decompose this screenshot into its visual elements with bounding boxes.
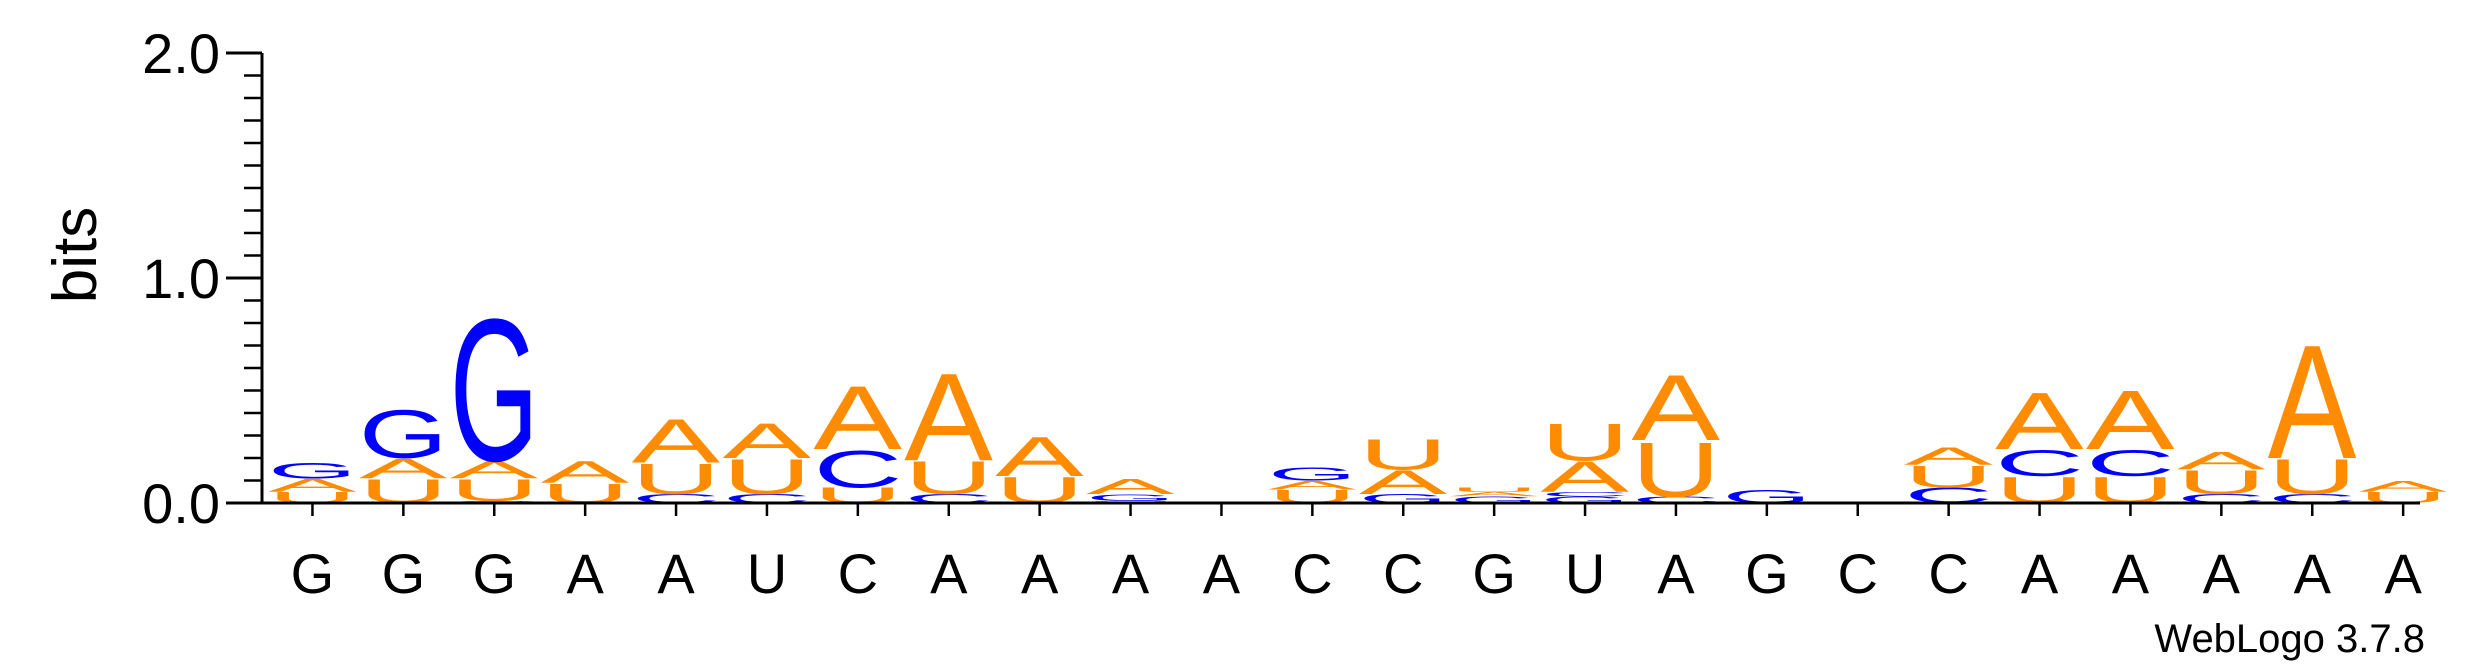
stack-position: CUA xyxy=(632,407,722,506)
sequence-label: U xyxy=(1565,542,1605,605)
logo-letter-u: U xyxy=(1904,459,1993,494)
logo-letter-a: A xyxy=(359,453,448,484)
logo-letter-u: U xyxy=(904,452,993,504)
sequence-label: G xyxy=(1472,542,1516,605)
logo-letter-g: G xyxy=(1450,495,1539,506)
weblogo-credit: WebLogo 3.7.8 xyxy=(2154,617,2425,661)
sequence-label: G xyxy=(472,542,516,605)
y-tick-label: 2.0 xyxy=(142,22,220,85)
logo-letter-a: A xyxy=(268,475,358,496)
logo-letter-a: A xyxy=(1268,478,1357,492)
stack-position: CUA xyxy=(2177,447,2266,506)
sequence-label: A xyxy=(1203,542,1241,605)
logo-letter-a: A xyxy=(722,413,811,469)
logo-letter-a: A xyxy=(1450,491,1539,498)
logo-letter-c: C xyxy=(813,440,902,499)
logo-letter-a: A xyxy=(541,455,630,490)
stack-position: UAG xyxy=(1268,464,1357,507)
sequence-label: U xyxy=(747,542,787,605)
stack-position: UGA xyxy=(1086,474,1175,503)
logo-letter-a: A xyxy=(450,456,539,484)
sequence-label: G xyxy=(382,542,426,605)
sequence-label: A xyxy=(2294,542,2332,605)
logo-letter-a: A xyxy=(995,425,1084,488)
stack-position: UAG xyxy=(359,397,448,511)
sequence-label: C xyxy=(838,542,878,605)
sequence-label: A xyxy=(657,542,695,605)
sequence-label: A xyxy=(2021,542,2059,605)
logo-letter-a: A xyxy=(632,407,722,477)
logo-letter-u: U xyxy=(1631,426,1720,513)
stack-position: UA xyxy=(995,425,1084,511)
sequence-label: A xyxy=(930,542,968,605)
stack-position: GAU xyxy=(1359,430,1448,506)
logo-letter-a: A xyxy=(2359,478,2448,495)
stack-position: CUA xyxy=(1904,442,1993,507)
sequence-label: A xyxy=(1657,542,1695,605)
sequence-label: G xyxy=(291,542,335,605)
logo-letter-g: G xyxy=(1086,492,1175,503)
sequence-label: A xyxy=(566,542,604,605)
sequence-label: C xyxy=(1383,542,1423,605)
logo-letter-u: U xyxy=(2268,449,2357,505)
sequence-label: G xyxy=(1745,542,1789,605)
logo-letter-c: C xyxy=(2086,442,2175,484)
stack-position: CUA xyxy=(2268,312,2357,505)
logo-letter-g: G xyxy=(1268,464,1357,485)
logo-letter-u: U xyxy=(632,454,721,503)
stack-position: CUA xyxy=(722,413,811,506)
stack-position: UCA xyxy=(1995,376,2084,511)
letter-stacks: UAGUAGCUAGUACUACUAUCACUAUAUGAUAGGAUGAUGC… xyxy=(268,277,2448,513)
sequence-label: C xyxy=(1838,542,1878,605)
logo-letter-u: U xyxy=(2177,463,2266,501)
logo-letter-u: U xyxy=(722,449,811,505)
logo-letter-a: A xyxy=(1359,463,1448,502)
sequence-label: A xyxy=(2203,542,2241,605)
stack-position: UA xyxy=(541,455,630,509)
logo-letter-c: C xyxy=(1631,495,1720,506)
y-axis: 0.0 1.0 2.0 xyxy=(142,22,264,535)
logo-letter-a: A xyxy=(1541,452,1630,501)
logo-letter-a: A xyxy=(1904,442,1993,470)
logo-letter-a: A xyxy=(1631,356,1720,460)
stack-position: CUA xyxy=(904,348,993,506)
stack-position: UCA xyxy=(813,368,902,508)
stack-position: CUA xyxy=(1631,356,1720,513)
logo-letter-a: A xyxy=(813,368,902,469)
sequence-label: C xyxy=(1928,542,1968,605)
logo-letter-u: U xyxy=(1450,486,1539,493)
logo-letter-a: A xyxy=(2177,447,2266,475)
y-axis-title: bits xyxy=(41,207,110,303)
stack-position: GAU xyxy=(1450,486,1539,505)
sequence-label: C xyxy=(1292,542,1332,605)
logo-letter-g: G xyxy=(359,397,448,473)
logo-letter-g: G xyxy=(450,277,539,504)
logo-letter-u: U xyxy=(1359,430,1448,479)
stack-position: UCA xyxy=(2086,372,2176,511)
sequence-label: A xyxy=(1112,542,1150,605)
logo-letter-c: C xyxy=(1995,442,2084,484)
stack-position: UAG xyxy=(268,459,358,507)
logo-letter-a: A xyxy=(1995,376,2084,467)
y-tick-label: 1.0 xyxy=(142,247,220,310)
y-tick-label: 0.0 xyxy=(142,472,220,535)
logo-letter-a: A xyxy=(904,348,993,487)
logo-letter-c: C xyxy=(1541,491,1630,498)
sequence-label: A xyxy=(1021,542,1059,605)
logo-letter-a: A xyxy=(1086,474,1175,498)
logo-letter-a: A xyxy=(2086,372,2176,467)
sequence-label: A xyxy=(2112,542,2150,605)
logo-letter-a: A xyxy=(2268,312,2357,493)
sequence-label: A xyxy=(2384,542,2422,605)
logo-letter-g: G xyxy=(1541,495,1630,506)
logo-letter-g: G xyxy=(268,459,357,483)
logo-letter-u: U xyxy=(1541,413,1630,472)
